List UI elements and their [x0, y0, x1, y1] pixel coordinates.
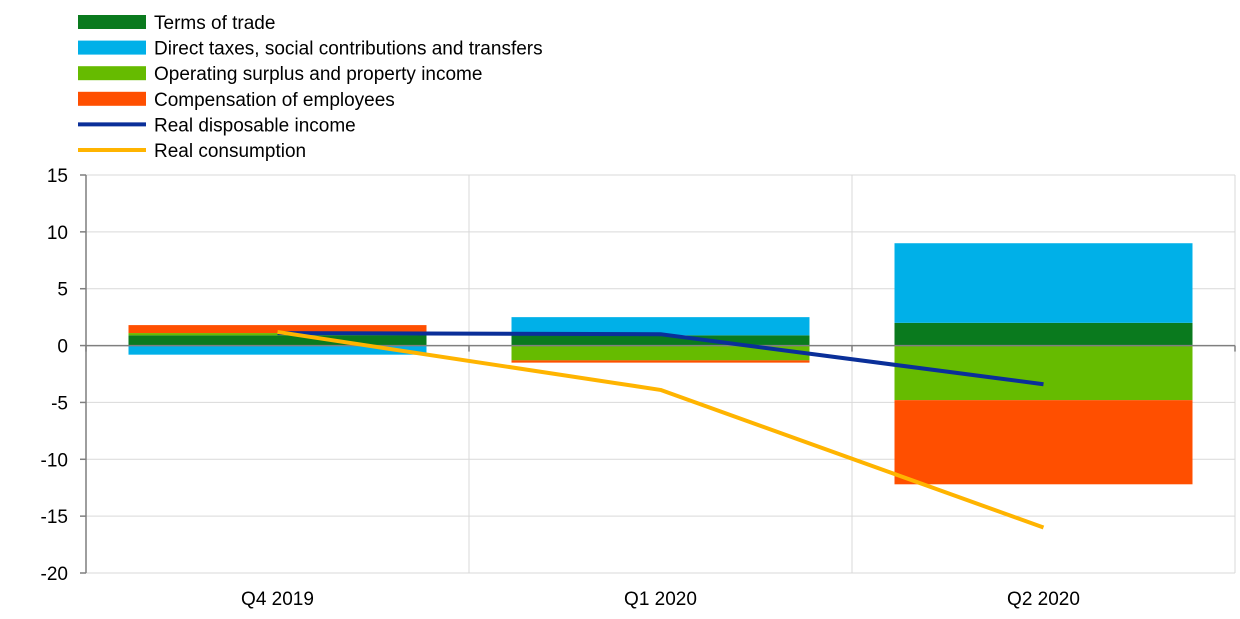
y-tick-label: -10 [41, 450, 68, 471]
legend-label-direct-taxes-social-contributions-and-transfers: Direct taxes, social contributions and t… [154, 39, 543, 60]
bar-operating-surplus-and-property-income-q1-2020 [511, 345, 810, 361]
bar-terms-of-trade-q2-2020 [894, 322, 1193, 346]
line-real-consumption [277, 329, 1045, 530]
legend-swatch-compensation-of-employees [78, 91, 146, 106]
y-tick-label: 15 [47, 166, 68, 187]
y-tick-label: 5 [57, 280, 68, 301]
axes [80, 174, 1236, 574]
bar-compensation-of-employees-q1-2020 [511, 360, 810, 363]
bar-terms-of-trade-q4-2019 [128, 335, 427, 346]
y-tick-label: -20 [41, 564, 68, 585]
legend-label-real-consumption: Real consumption [154, 141, 306, 162]
legend-swatch-terms-of-trade [78, 15, 146, 29]
x-tick-label-q1-2020: Q1 2020 [624, 589, 697, 610]
legend-swatch-direct-taxes-social-contributions-and-transfers [78, 40, 146, 55]
bars [128, 243, 1193, 485]
x-tick-label-q4-2019: Q4 2019 [241, 589, 314, 610]
legend: Terms of trade Direct taxes, social contr… [78, 13, 543, 162]
y-tick-label: -15 [41, 507, 68, 528]
bar-terms-of-trade-q1-2020 [511, 335, 810, 346]
bar-direct-taxes-social-contributions-and-transfers-q1-2020 [511, 317, 810, 336]
bar-compensation-of-employees-q4-2019 [128, 325, 427, 334]
bar-direct-taxes-social-contributions-and-transfers-q4-2019 [128, 345, 427, 355]
legend-swatch-operating-surplus-and-property-income [78, 66, 146, 81]
line-real-disposable-income [277, 331, 1044, 387]
tick-labels: 15 10 5 0 -5 -10 -15 -20 Q4 2019 Q1 2020 Q2 2020 [41, 166, 1080, 610]
y-tick-label: -5 [51, 393, 68, 414]
x-tick-label-q2-2020: Q2 2020 [1007, 589, 1080, 610]
grid [86, 174, 1236, 574]
legend-label-operating-surplus-and-property-income: Operating surplus and property income [154, 64, 482, 85]
bar-operating-surplus-and-property-income-q2-2020 [894, 345, 1193, 401]
legend-label-compensation-of-employees: Compensation of employees [154, 90, 395, 111]
bar-compensation-of-employees-q2-2020 [894, 400, 1193, 485]
bar-direct-taxes-social-contributions-and-transfers-q2-2020 [894, 243, 1193, 323]
legend-label-terms-of-trade: Terms of trade [154, 13, 275, 34]
y-tick-label: 0 [57, 337, 68, 358]
y-tick-label: 10 [47, 223, 68, 244]
legend-label-real-disposable-income: Real disposable income [154, 115, 356, 136]
lines [277, 329, 1045, 530]
